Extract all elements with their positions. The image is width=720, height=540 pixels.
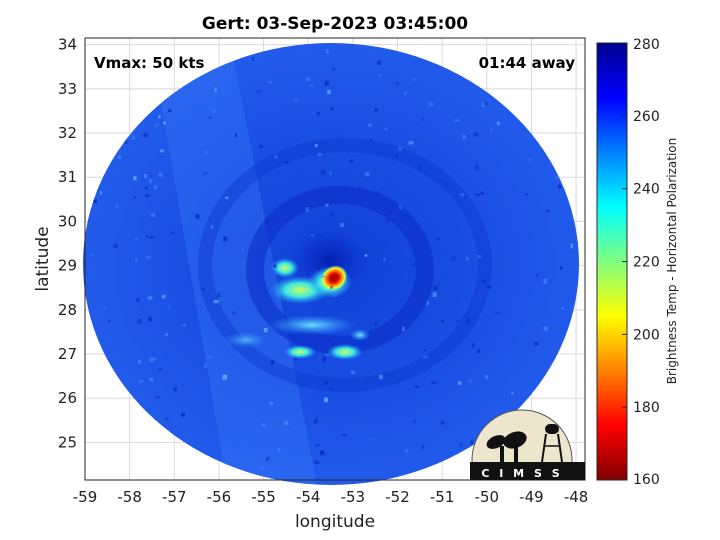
x-tick-label: -56 (207, 488, 232, 506)
colorbar-tick-labels: 160 180 200 220 240 260 280 (622, 37, 660, 488)
x-tick-label: -51 (430, 488, 455, 506)
x-tick-label: -48 (564, 488, 589, 506)
colorbar-tick-label: 160 (633, 472, 660, 488)
logo-text: C I M S S (481, 467, 562, 480)
colorbar-tick-label: 200 (633, 327, 660, 343)
x-tick-label: -50 (475, 488, 500, 506)
vmax-annotation: Vmax: 50 kts (94, 54, 204, 72)
y-tick-label: 33 (58, 80, 77, 98)
y-tick-label: 31 (58, 168, 77, 186)
time-away-annotation: 01:44 away (479, 54, 576, 72)
x-tick-label: -57 (162, 488, 187, 506)
x-tick-label: -49 (519, 488, 544, 506)
colorbar-label: Brightness Temp - Horizontal Polarizatio… (665, 138, 679, 385)
y-tick-label: 27 (58, 345, 77, 363)
y-tick-label: 29 (58, 257, 77, 275)
colorbar-tick-label: 240 (633, 182, 660, 198)
cimss-logo: C I M S S (470, 409, 585, 480)
x-tick-label: -55 (251, 488, 276, 506)
plot-title: Gert: 03-Sep-2023 03:45:00 (202, 14, 468, 34)
y-tick-label: 26 (58, 389, 77, 407)
x-tick-labels: -59 -58 -57 -56 -55 -54 -53 -52 -51 -50 -49 -48 (73, 488, 589, 506)
colorbar-tick-label: 220 (633, 255, 660, 271)
x-axis-label: longitude (295, 512, 375, 532)
y-tick-label: 34 (58, 36, 77, 54)
microwave-swath (83, 43, 579, 485)
x-tick-label: -59 (73, 488, 98, 506)
axes-frame (84, 37, 586, 481)
y-tick-label: 32 (58, 124, 77, 142)
y-axis-label: latitude (33, 226, 53, 291)
y-tick-labels: 25 26 27 28 29 30 31 32 33 34 (58, 36, 77, 452)
colorbar-tick-label: 280 (633, 37, 660, 53)
y-tick-label: 28 (58, 301, 77, 319)
colorbar-tick-label: 260 (633, 109, 660, 125)
colorbar-tick-label: 180 (633, 400, 660, 416)
x-tick-label: -53 (341, 488, 366, 506)
x-tick-label: -52 (385, 488, 410, 506)
x-tick-label: -54 (296, 488, 321, 506)
y-tick-label: 30 (58, 212, 77, 230)
x-tick-label: -58 (117, 488, 142, 506)
y-tick-label: 25 (58, 433, 77, 451)
